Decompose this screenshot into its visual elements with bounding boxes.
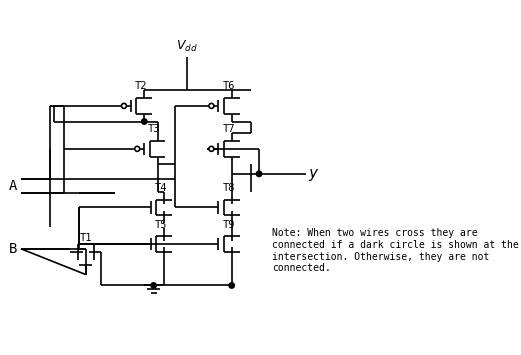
Text: T4: T4 [154, 183, 167, 193]
Text: T3: T3 [148, 124, 160, 134]
Text: A: A [9, 179, 17, 192]
Circle shape [135, 146, 140, 151]
Text: T5: T5 [154, 220, 167, 230]
Circle shape [151, 283, 156, 288]
Text: T2: T2 [135, 81, 147, 91]
Circle shape [229, 283, 234, 288]
Circle shape [142, 119, 147, 124]
Text: B: B [9, 242, 17, 256]
Circle shape [209, 146, 214, 151]
Text: T9: T9 [222, 220, 235, 230]
Text: T7: T7 [222, 124, 235, 134]
Text: Note: When two wires cross they are
connected if a dark circle is shown at the
i: Note: When two wires cross they are conn… [272, 229, 519, 273]
Circle shape [209, 103, 214, 108]
Text: T6: T6 [222, 81, 235, 91]
Text: T1: T1 [80, 233, 92, 243]
Circle shape [121, 103, 127, 108]
Circle shape [256, 171, 262, 176]
Text: y: y [308, 166, 317, 181]
Text: $\mathit{V}_{dd}$: $\mathit{V}_{dd}$ [176, 38, 198, 54]
Text: T8: T8 [222, 183, 235, 193]
